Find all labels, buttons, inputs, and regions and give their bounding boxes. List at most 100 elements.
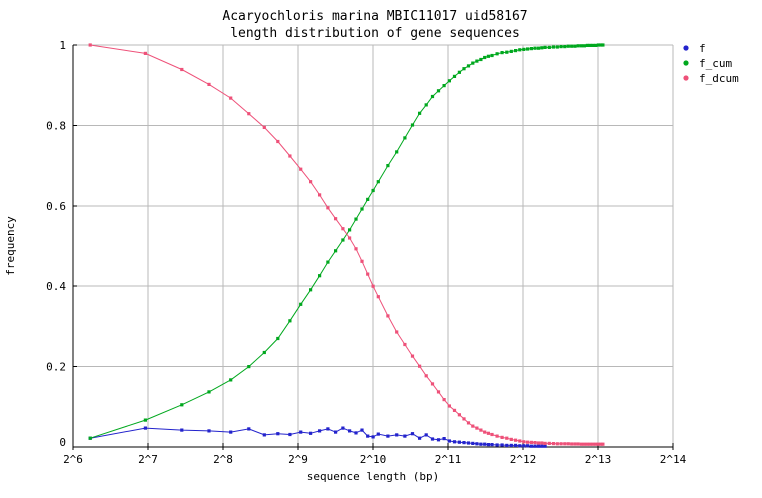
data-point-f — [452, 440, 457, 444]
data-point-f_dcum — [588, 442, 592, 446]
data-point-f_cum — [410, 123, 415, 127]
data-point-f_dcum — [334, 217, 338, 221]
data-point-f_cum — [594, 43, 598, 47]
data-point-f_dcum — [483, 430, 487, 434]
data-point-f_dcum — [447, 404, 451, 408]
data-point-f_dcum — [551, 442, 555, 446]
data-point-f — [418, 436, 422, 440]
data-point-f_dcum — [475, 426, 479, 430]
data-point-f_cum — [143, 418, 147, 422]
data-point-f — [490, 443, 494, 447]
data-point-f_dcum — [500, 435, 504, 439]
data-point-f_cum — [514, 49, 518, 53]
data-point-f_dcum — [180, 67, 184, 72]
data-point-f_cum — [518, 48, 522, 52]
data-point-f_cum — [299, 302, 303, 306]
data-point-f_cum — [579, 44, 583, 48]
data-point-f_cum — [276, 336, 280, 341]
data-point-f — [483, 442, 487, 446]
data-point-f_cum — [471, 61, 475, 65]
data-point-f — [466, 441, 471, 445]
data-point-f_dcum — [566, 442, 570, 446]
x-tick-label: 2^8 — [213, 453, 233, 466]
data-point-f — [309, 431, 313, 435]
data-point-f_dcum — [341, 227, 345, 231]
data-point-f_cum — [500, 51, 504, 55]
data-point-f_cum — [462, 67, 466, 71]
data-point-f_cum — [495, 52, 499, 56]
data-point-f_cum — [180, 403, 184, 407]
data-point-f_dcum — [348, 236, 352, 240]
x-tick-label: 2^14 — [660, 453, 687, 466]
data-point-f_dcum — [318, 193, 322, 197]
data-point-f_cum — [334, 249, 338, 253]
data-point-f — [495, 443, 499, 447]
data-point-f_cum — [540, 46, 544, 50]
data-point-f_dcum — [585, 442, 589, 446]
data-point-f_cum — [566, 44, 570, 48]
data-point-f — [518, 444, 522, 448]
data-point-f — [447, 439, 451, 443]
data-point-f — [371, 435, 375, 439]
y-tick-label: 0 — [59, 436, 66, 449]
data-point-f — [509, 443, 513, 447]
data-point-f — [457, 440, 461, 444]
data-point-f — [354, 431, 358, 435]
data-point-f — [505, 443, 509, 447]
data-point-f — [471, 441, 475, 445]
x-tick-label: 2^7 — [138, 453, 158, 466]
data-point-f_dcum — [509, 437, 513, 441]
data-point-f_dcum — [573, 442, 577, 446]
data-point-f_cum — [354, 217, 358, 221]
data-point-f_dcum — [452, 408, 457, 412]
series-layer — [88, 43, 605, 448]
y-tick-label: 0.8 — [46, 119, 66, 132]
data-point-f_cum — [366, 197, 370, 201]
data-point-f_dcum — [457, 413, 461, 417]
data-point-f — [442, 437, 446, 441]
x-tick-label: 2^11 — [435, 453, 462, 466]
series-line-f_cum — [90, 44, 603, 439]
data-point-f_cum — [452, 74, 457, 78]
data-point-f_dcum — [471, 424, 475, 428]
x-tick-label: 2^10 — [360, 453, 387, 466]
data-point-f — [299, 430, 303, 434]
data-point-f_dcum — [386, 314, 390, 318]
data-point-f_cum — [563, 45, 567, 49]
data-point-f_dcum — [522, 440, 526, 444]
data-point-f_cum — [526, 47, 530, 51]
data-point-f_dcum — [495, 434, 499, 438]
data-point-f_dcum — [570, 442, 574, 446]
data-point-f_dcum — [596, 442, 600, 446]
legend-marker-f-cum — [683, 60, 689, 66]
data-point-f_cum — [430, 94, 435, 99]
data-point-f_dcum — [486, 431, 490, 435]
data-point-f — [207, 429, 211, 433]
data-point-f_cum — [576, 44, 580, 48]
data-point-f_dcum — [536, 441, 541, 445]
data-point-f_cum — [591, 43, 595, 47]
data-point-f_cum — [326, 260, 330, 264]
data-point-f_dcum — [599, 442, 603, 446]
chart-title-line1: Acaryochloris marina MBIC11017 uid58167 — [222, 9, 527, 24]
data-point-f_cum — [588, 43, 592, 47]
data-point-f_cum — [309, 288, 313, 292]
data-point-f — [533, 444, 537, 448]
data-point-f — [262, 433, 266, 437]
data-point-f_cum — [547, 45, 551, 49]
data-point-f_dcum — [436, 390, 441, 394]
x-tick-label: 2^13 — [585, 453, 612, 466]
data-point-f — [341, 426, 345, 430]
data-point-f_cum — [555, 45, 559, 49]
data-point-f_cum — [436, 89, 441, 93]
data-point-f_cum — [457, 70, 461, 74]
data-point-f_dcum — [563, 442, 567, 446]
legend-label-f-cum: f_cum — [699, 57, 732, 70]
data-point-f_dcum — [591, 442, 595, 446]
data-point-f_dcum — [143, 51, 147, 55]
data-point-f_cum — [509, 49, 513, 53]
data-point-f_dcum — [326, 206, 330, 210]
data-point-f — [475, 442, 479, 446]
